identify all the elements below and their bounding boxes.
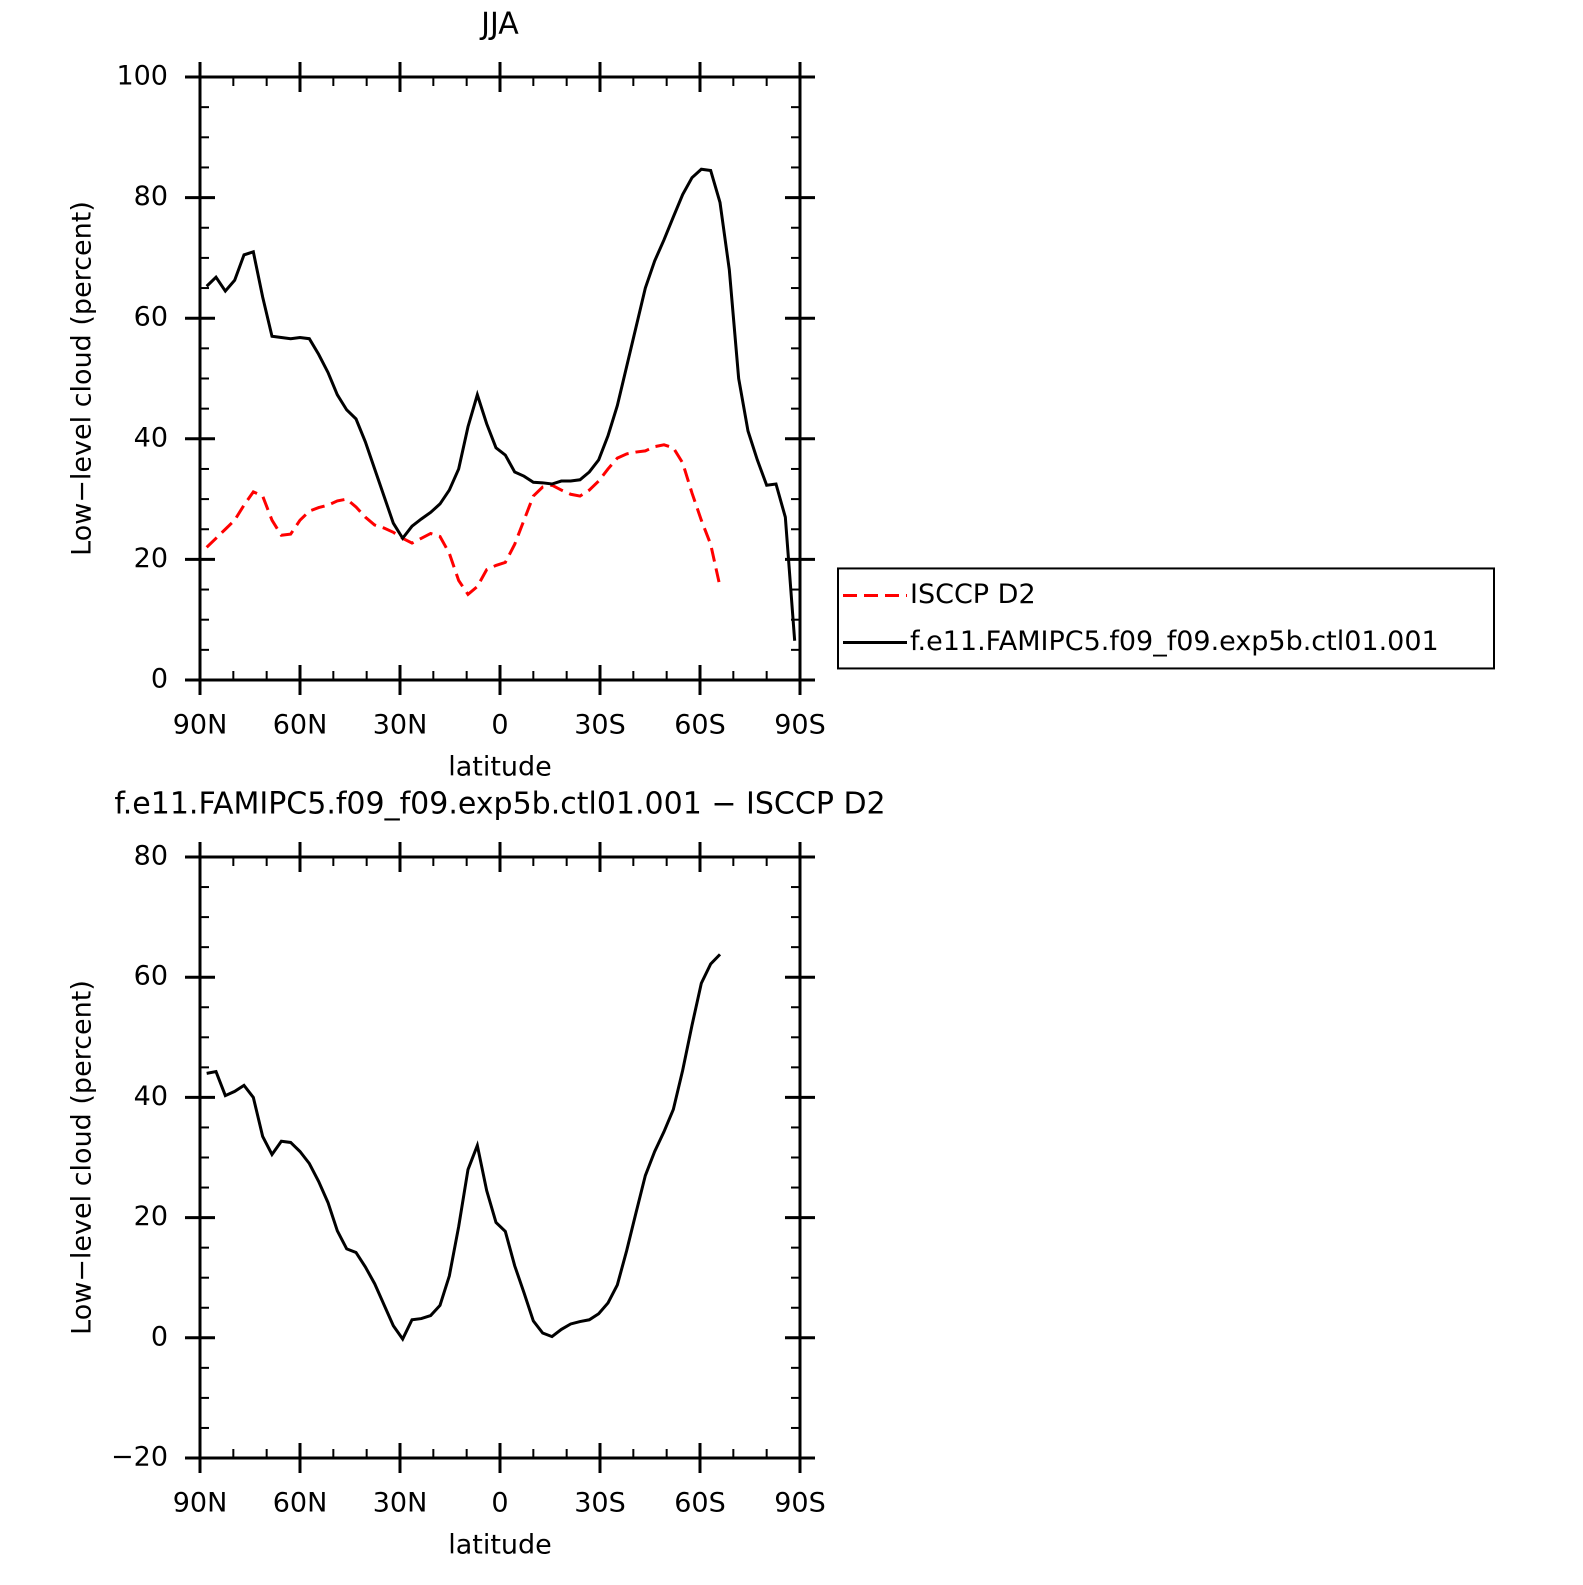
plot-frame <box>198 75 802 682</box>
x-tick-label: 90S <box>774 710 826 741</box>
x-axis-label: latitude <box>448 1530 552 1561</box>
y-tick-label: 60 <box>134 302 168 333</box>
legend-label: f.e11.FAMIPC5.f09_f09.exp5b.ctl01.001 <box>910 626 1439 657</box>
y-tick-label: 100 <box>116 61 168 92</box>
chart-title: JJA <box>479 7 519 42</box>
x-tick-label: 90S <box>774 1488 826 1519</box>
data-line <box>206 953 722 1342</box>
x-tick-label: 30N <box>373 710 428 741</box>
data-line <box>205 443 722 597</box>
legend-box <box>837 567 1495 670</box>
chart-title: f.e11.FAMIPC5.f09_f09.exp5b.ctl01.001 − … <box>114 787 885 822</box>
y-axis-label: Low−level cloud (percent) <box>67 980 98 1335</box>
y-tick-label: 80 <box>134 841 168 872</box>
y-tick-label: 40 <box>134 422 168 453</box>
y-tick-label: 40 <box>134 1081 168 1112</box>
x-tick-label: 60S <box>674 1488 726 1519</box>
y-axis-label: Low−level cloud (percent) <box>67 201 98 556</box>
data-line <box>205 167 797 641</box>
x-tick-label: 60N <box>273 710 328 741</box>
x-tick-label: 90N <box>173 1488 228 1519</box>
y-tick-label: 20 <box>134 1201 168 1232</box>
x-tick-label: 90N <box>173 710 228 741</box>
legend-label: ISCCP D2 <box>910 579 1036 610</box>
y-tick-label: 20 <box>134 543 168 574</box>
x-tick-label: 0 <box>491 710 508 741</box>
y-tick-label: 0 <box>151 1321 168 1352</box>
y-tick-label: 60 <box>134 961 168 992</box>
y-tick-label: 80 <box>134 181 168 212</box>
legend: ISCCP D2 f.e11.FAMIPC5.f09_f09.exp5b.ctl0… <box>837 567 1495 670</box>
x-tick-label: 30N <box>373 1488 428 1519</box>
x-tick-label: 30S <box>574 1488 626 1519</box>
x-axis-label: latitude <box>448 752 552 783</box>
y-tick-label: 0 <box>151 664 168 695</box>
x-tick-label: 0 <box>491 1488 508 1519</box>
plot-frame <box>198 855 802 1460</box>
y-tick-label: −20 <box>111 1442 168 1473</box>
x-tick-label: 60S <box>674 710 726 741</box>
x-tick-label: 30S <box>574 710 626 741</box>
x-tick-label: 60N <box>273 1488 328 1519</box>
